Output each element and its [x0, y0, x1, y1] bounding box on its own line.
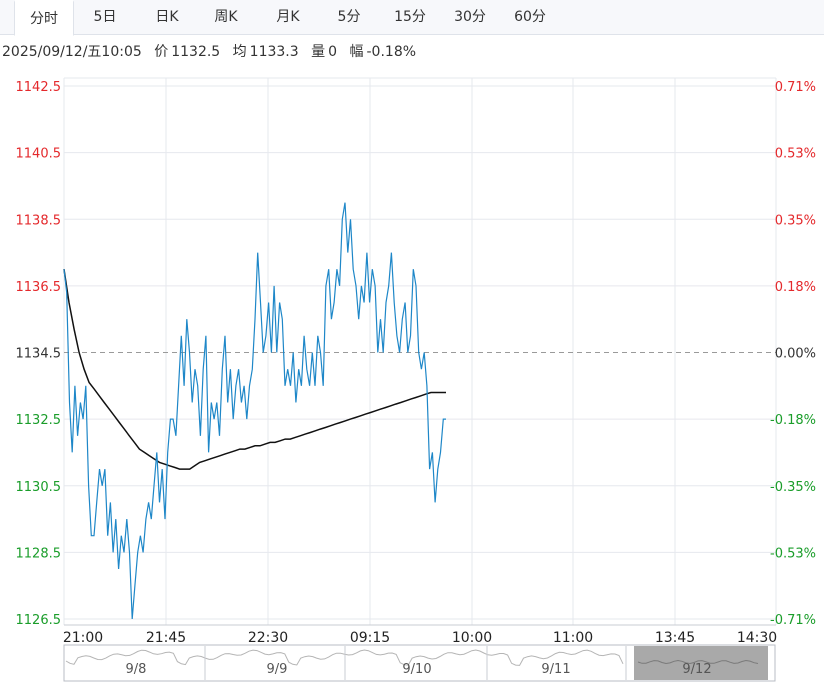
percent-tick-label: -0.71% [770, 613, 816, 628]
avg-value: 1133.3 [249, 44, 299, 60]
price-tick-label: 1128.5 [16, 546, 62, 561]
navigator-day-label: 9/12 [682, 662, 711, 677]
price-tick-label: 1136.5 [16, 280, 62, 295]
change-value: -0.18% [366, 44, 417, 60]
percent-tick-label: 0.35% [775, 213, 816, 228]
period-tabs: 分时 5日 日K 周K 月K 5分 15分 30分 60分 [0, 0, 824, 36]
percent-tick-label: -0.35% [770, 480, 816, 495]
tab-15min[interactable]: 15分 [394, 9, 426, 25]
time-tick-label: 13:45 [655, 630, 695, 646]
tab-5day[interactable]: 5日 [93, 9, 117, 25]
navigator-day-label: 9/10 [402, 662, 431, 677]
navigator-trace-selected [637, 659, 759, 665]
chart-grid [63, 77, 777, 626]
range-navigator[interactable]: 9/8 9/9 9/10 9/11 9/12 [63, 644, 776, 682]
tab-weekly-k[interactable]: 周K [214, 9, 238, 25]
price-value: 1132.5 [171, 44, 221, 60]
tab-30min[interactable]: 30分 [454, 9, 486, 25]
time-tick-label: 21:45 [146, 630, 186, 646]
navigator-day-label: 9/9 [267, 662, 288, 677]
percent-tick-label: 0.53% [775, 147, 816, 162]
navigator-selection[interactable] [634, 646, 768, 680]
price-axis: 1142.5 1140.5 1138.5 1136.5 1134.5 1132.5 1130… [16, 80, 62, 628]
average-price-line [63, 269, 446, 470]
time-tick-label: 14:30 [737, 630, 777, 646]
price-line [63, 202, 446, 620]
avg-label: 均 [232, 44, 247, 60]
price-tick-label: 1140.5 [16, 147, 62, 162]
time-tick-label: 11:00 [553, 630, 593, 646]
time-axis: 21:00 21:45 22:30 09:15 10:00 11:00 13:45 14:30 [63, 630, 777, 646]
navigator-day-label: 9/11 [541, 662, 570, 677]
price-label: 价 [154, 44, 169, 60]
time-tick-label: 10:00 [452, 630, 492, 646]
percent-tick-label: 0.00% [775, 347, 816, 362]
tab-intraday[interactable]: 分时 [14, 0, 74, 36]
percent-tick-label: -0.53% [770, 546, 816, 561]
percent-tick-label: -0.18% [770, 413, 816, 428]
tab-daily-k[interactable]: 日K [155, 9, 179, 25]
change-label: 幅 [349, 44, 364, 60]
tab-5min[interactable]: 5分 [337, 9, 361, 25]
volume-label: 量 [311, 44, 326, 60]
price-tick-label: 1142.5 [16, 80, 62, 95]
price-tick-label: 1132.5 [16, 413, 62, 428]
percent-axis: 0.71% 0.53% 0.35% 0.18% 0.00% -0.18% -0.35% -0.… [770, 80, 816, 628]
price-tick-label: 1138.5 [16, 213, 62, 228]
quote-datetime: 2025/09/12/五10:05 [2, 44, 142, 60]
tab-60min[interactable]: 60分 [514, 9, 546, 25]
time-tick-label: 21:00 [63, 630, 103, 646]
navigator-day-label: 9/8 [126, 662, 147, 677]
tab-monthly-k[interactable]: 月K [276, 9, 300, 25]
percent-tick-label: 0.71% [775, 80, 816, 95]
price-tick-label: 1126.5 [16, 613, 62, 628]
price-tick-label: 1130.5 [16, 480, 62, 495]
time-tick-label: 09:15 [350, 630, 390, 646]
percent-tick-label: 0.18% [775, 280, 816, 295]
time-tick-label: 22:30 [248, 630, 288, 646]
price-tick-label: 1134.5 [16, 347, 62, 362]
volume-value: 0 [328, 44, 338, 60]
